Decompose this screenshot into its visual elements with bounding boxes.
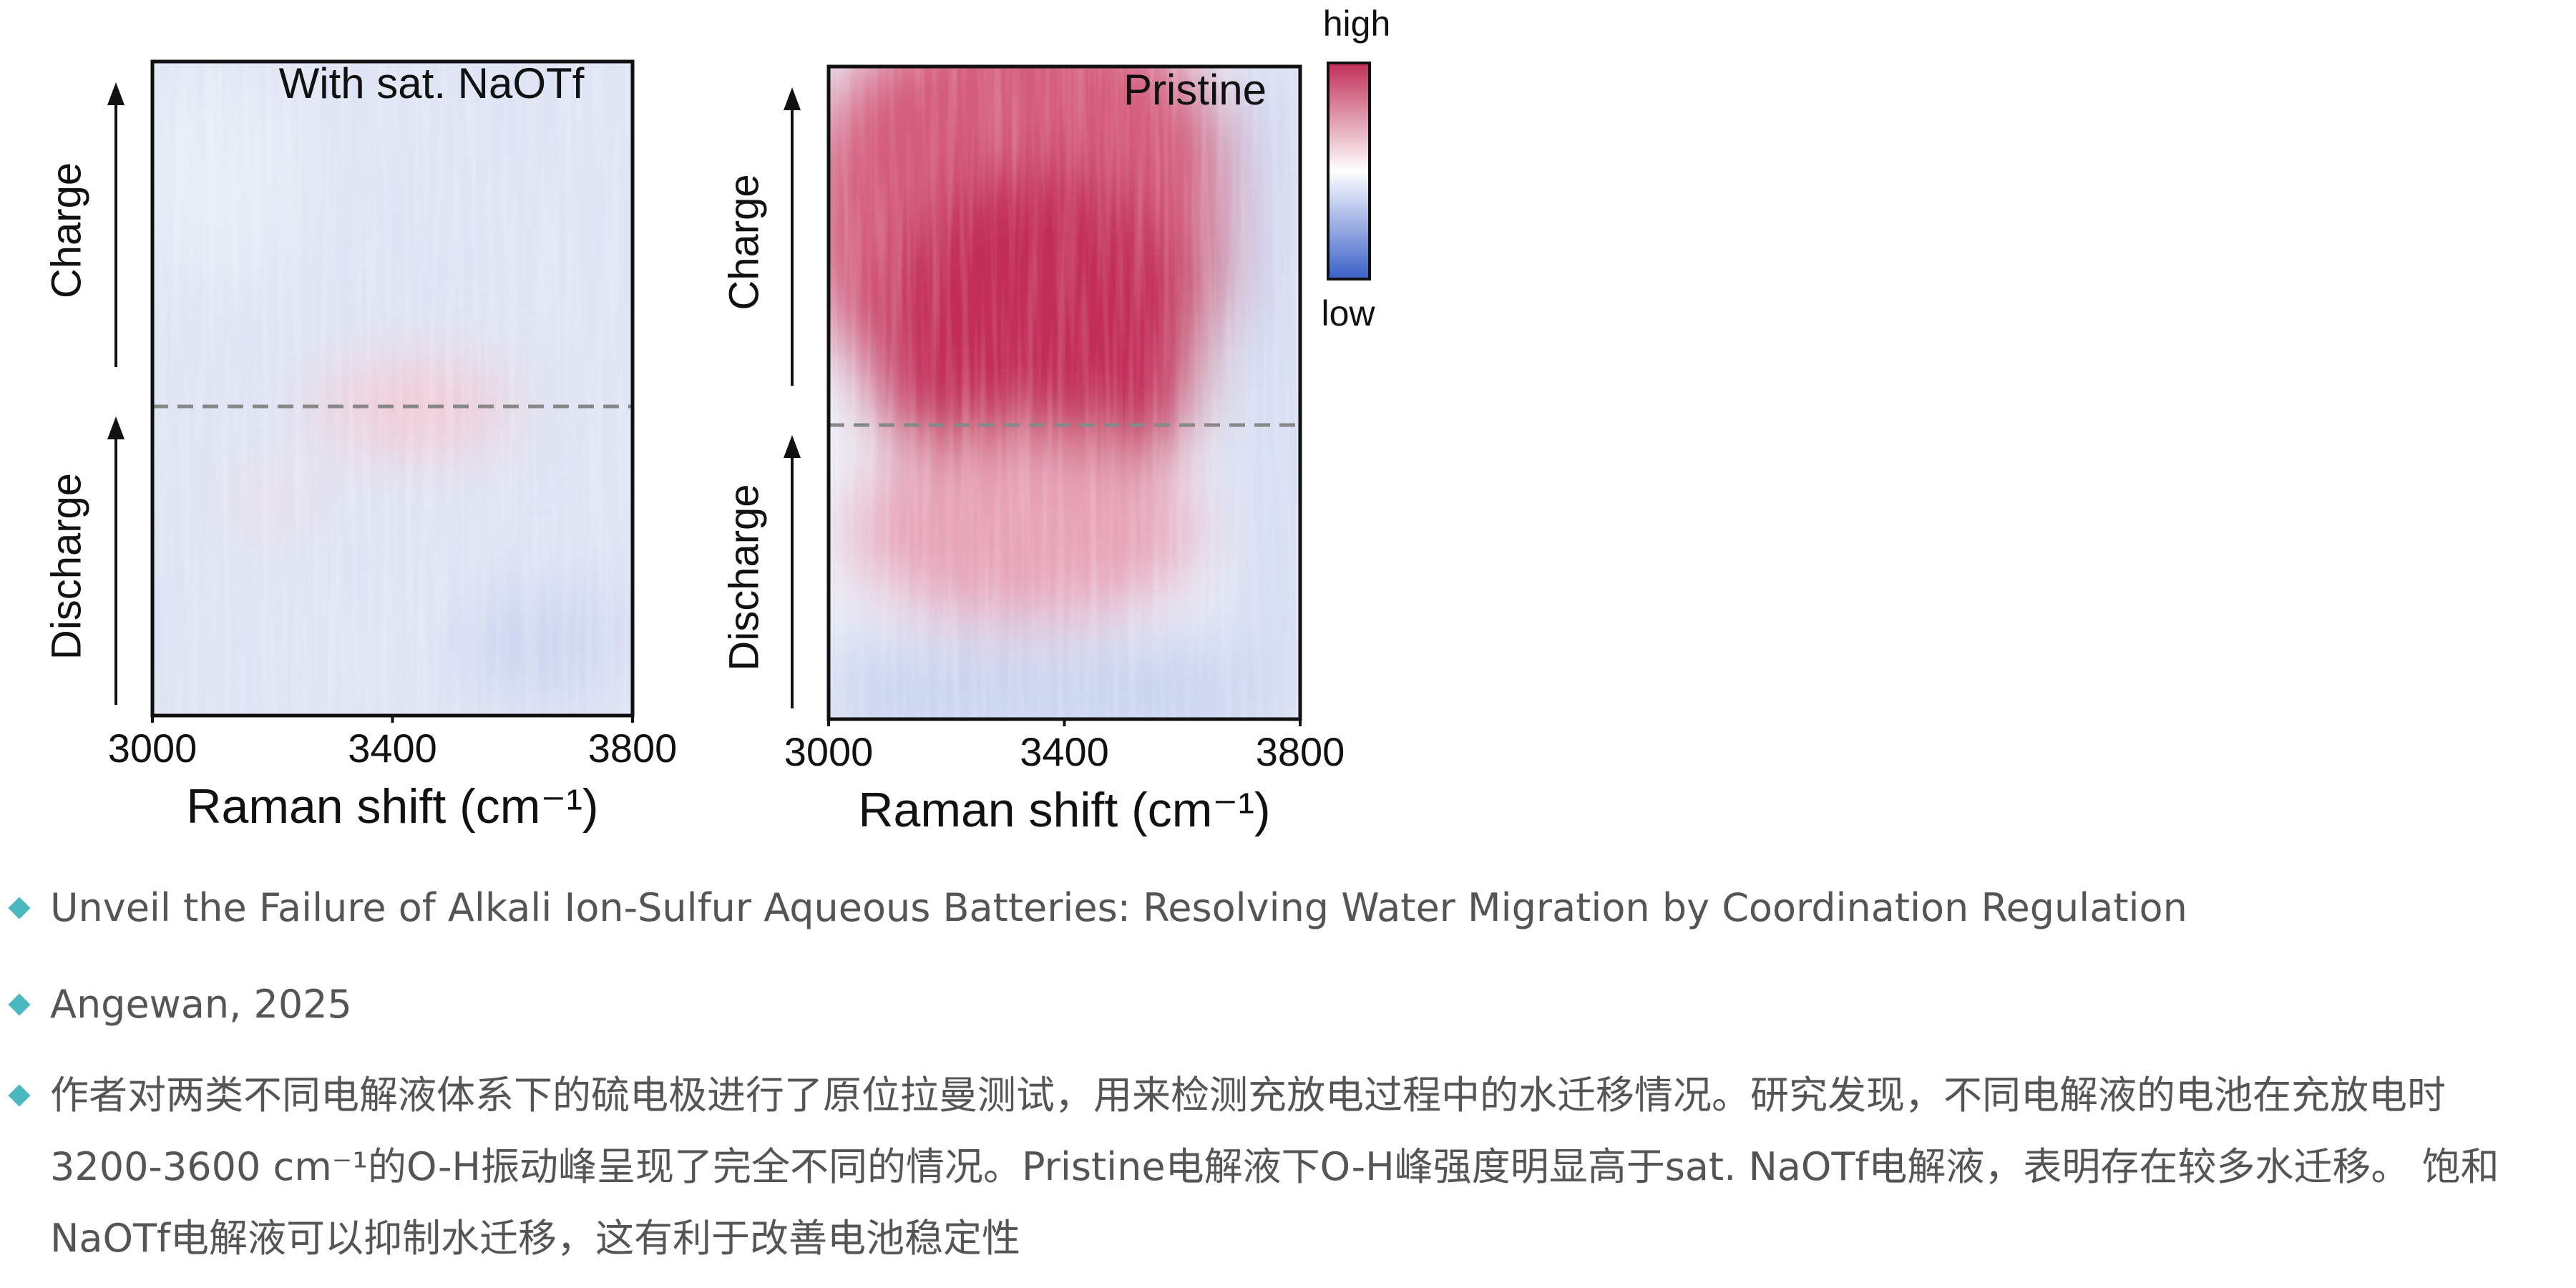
x-axis-label: Raman shift (cm⁻¹) xyxy=(858,783,1270,837)
heatmap xyxy=(829,67,1300,719)
figure: high low With sat. NaOTf 3000 3400 3800 Rama… xyxy=(43,4,1391,837)
colorbar xyxy=(1327,62,1371,280)
panel-title: Pristine xyxy=(1123,66,1267,114)
bullet-text: 作者对两类不同电解液体系下的硫电极进行了原位拉曼测试，用来检测充放电过程中的水迁… xyxy=(50,1073,2499,1261)
x-tick-label: 3400 xyxy=(348,726,437,771)
bullet-icon xyxy=(8,1084,31,1107)
x-axis-label: Raman shift (cm⁻¹) xyxy=(186,779,598,834)
bullet-icon xyxy=(8,897,31,919)
bullet-icon xyxy=(8,993,31,1016)
x-tick-label: 3400 xyxy=(1020,729,1109,774)
heatmap xyxy=(152,62,633,716)
x-tick-label: 3000 xyxy=(784,729,874,774)
x-tick-label: 3800 xyxy=(1256,729,1345,774)
bullet-text: Angewan, 2025 xyxy=(50,982,352,1027)
colorbar-low: low xyxy=(1321,293,1375,333)
y-label: Charge xyxy=(43,162,89,298)
y-label: Discharge xyxy=(721,484,767,670)
colorbar-high: high xyxy=(1323,4,1391,44)
y-label: Discharge xyxy=(43,473,89,660)
x-tick-label: 3800 xyxy=(588,726,678,771)
panel-title: With sat. NaOTf xyxy=(279,59,585,107)
bullet-text: Unveil the Failure of Alkali Ion-Sulfur … xyxy=(50,885,2187,930)
x-tick-label: 3000 xyxy=(108,726,197,771)
y-label: Charge xyxy=(721,174,767,310)
